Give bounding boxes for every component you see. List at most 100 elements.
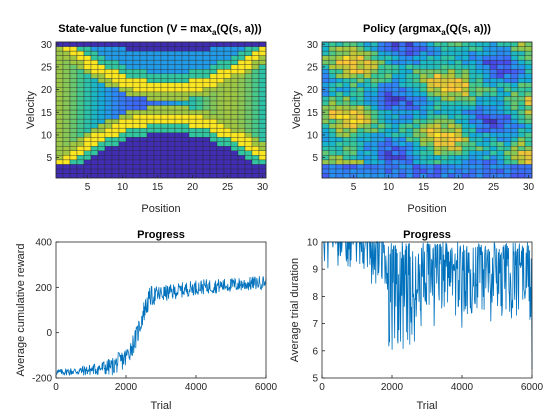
heatmap-cell xyxy=(76,46,85,52)
heatmap-cell xyxy=(398,105,407,111)
heatmap-cell xyxy=(335,159,344,165)
heatmap-cell xyxy=(356,164,365,170)
heatmap-cell xyxy=(62,96,71,102)
heatmap-cell xyxy=(328,132,337,138)
heatmap-cell xyxy=(349,41,358,47)
heatmap-cell xyxy=(139,141,148,147)
heatmap-cell xyxy=(83,118,92,124)
heatmap-cell xyxy=(139,164,148,170)
heatmap-cell xyxy=(83,150,92,156)
heatmap-cell xyxy=(90,78,99,83)
heatmap-cell xyxy=(153,146,162,151)
heatmap-cell xyxy=(209,132,218,138)
heatmap-cell xyxy=(363,173,372,179)
heatmap-cell xyxy=(251,150,260,156)
heatmap-cell xyxy=(202,137,211,142)
heatmap-cell xyxy=(132,41,141,47)
heatmap-cell xyxy=(405,141,414,147)
heatmap-cell xyxy=(377,78,386,83)
heatmap-cell xyxy=(461,127,470,133)
heatmap-cell xyxy=(244,73,253,79)
heatmap-cell xyxy=(97,164,106,170)
heatmap-cell xyxy=(398,87,407,93)
heatmap-cell xyxy=(475,127,484,133)
heatmap-cell xyxy=(489,46,498,52)
heatmap-cell xyxy=(335,109,344,115)
heatmap-cell xyxy=(69,114,78,120)
heatmap-cell xyxy=(496,127,505,133)
heatmap-cell xyxy=(328,109,337,115)
heatmap-cell xyxy=(454,73,463,79)
heatmap-cell xyxy=(104,46,113,52)
heatmap-cell xyxy=(405,118,414,124)
heatmap-cell xyxy=(391,159,400,165)
heatmap-cell xyxy=(363,168,372,174)
heatmap-cell xyxy=(83,41,92,47)
heatmap-cell xyxy=(153,118,162,124)
heatmap-cell xyxy=(482,41,491,47)
heatmap-cell xyxy=(160,141,169,147)
heatmap-cell xyxy=(419,55,428,61)
heatmap-cell xyxy=(160,91,169,97)
heatmap-cell xyxy=(335,64,344,70)
heatmap-cell xyxy=(146,59,155,65)
heatmap-cell xyxy=(174,164,183,170)
heatmap-cell xyxy=(510,87,519,93)
heatmap-cell xyxy=(454,123,463,129)
heatmap-cell xyxy=(181,132,190,138)
heatmap-cell xyxy=(153,155,162,161)
heatmap-cell xyxy=(76,69,85,74)
heatmap-cell xyxy=(384,87,393,93)
heatmap-cell xyxy=(433,91,442,97)
heatmap-cell xyxy=(524,150,533,156)
heatmap-cell xyxy=(356,150,365,156)
heatmap-cell xyxy=(482,69,491,74)
heatmap-cell xyxy=(223,141,232,147)
heatmap-cell xyxy=(370,168,379,174)
y-tick-label: 25 xyxy=(307,62,319,73)
heatmap-cell xyxy=(244,168,253,174)
heatmap-cell xyxy=(321,78,330,83)
heatmap-cell xyxy=(237,100,246,106)
heatmap-cell xyxy=(426,127,435,133)
heatmap-cell xyxy=(62,91,71,97)
heatmap-cell xyxy=(447,100,456,106)
heatmap-cell xyxy=(433,96,442,102)
x-tick-label: 20 xyxy=(187,182,199,193)
heatmap-cell xyxy=(69,46,78,52)
heatmap-cell xyxy=(230,127,239,133)
heatmap-cell xyxy=(167,146,176,151)
heatmap-cell xyxy=(132,164,141,170)
heatmap-cell xyxy=(335,91,344,97)
heatmap-cell xyxy=(76,50,85,56)
heatmap-cell xyxy=(391,164,400,170)
heatmap-cell xyxy=(111,100,120,106)
heatmap-cell xyxy=(440,82,449,88)
heatmap-cell xyxy=(216,78,225,83)
heatmap-cell xyxy=(209,114,218,120)
heatmap-cell xyxy=(195,123,204,129)
heatmap-cell xyxy=(363,100,372,106)
heatmap-cell xyxy=(167,109,176,115)
heatmap-cell xyxy=(139,96,148,102)
heatmap-cell xyxy=(489,55,498,61)
heatmap-cell xyxy=(433,82,442,88)
heatmap-cell xyxy=(342,127,351,133)
heatmap-cell xyxy=(125,55,134,61)
heatmap-cell xyxy=(426,123,435,129)
y-axis-label: Velocity xyxy=(291,91,303,129)
heatmap-cell xyxy=(258,159,267,165)
heatmap-cell xyxy=(342,73,351,79)
heatmap-cell xyxy=(524,141,533,147)
heatmap-cell xyxy=(55,91,64,97)
heatmap-cell xyxy=(258,50,267,56)
heatmap-cell xyxy=(223,82,232,88)
heatmap-cell xyxy=(258,82,267,88)
heatmap-cell xyxy=(377,155,386,161)
heatmap-cell xyxy=(167,159,176,165)
reward-series xyxy=(55,276,267,377)
heatmap-cell xyxy=(251,114,260,120)
heatmap-cell xyxy=(447,41,456,47)
heatmap-cell xyxy=(370,159,379,165)
